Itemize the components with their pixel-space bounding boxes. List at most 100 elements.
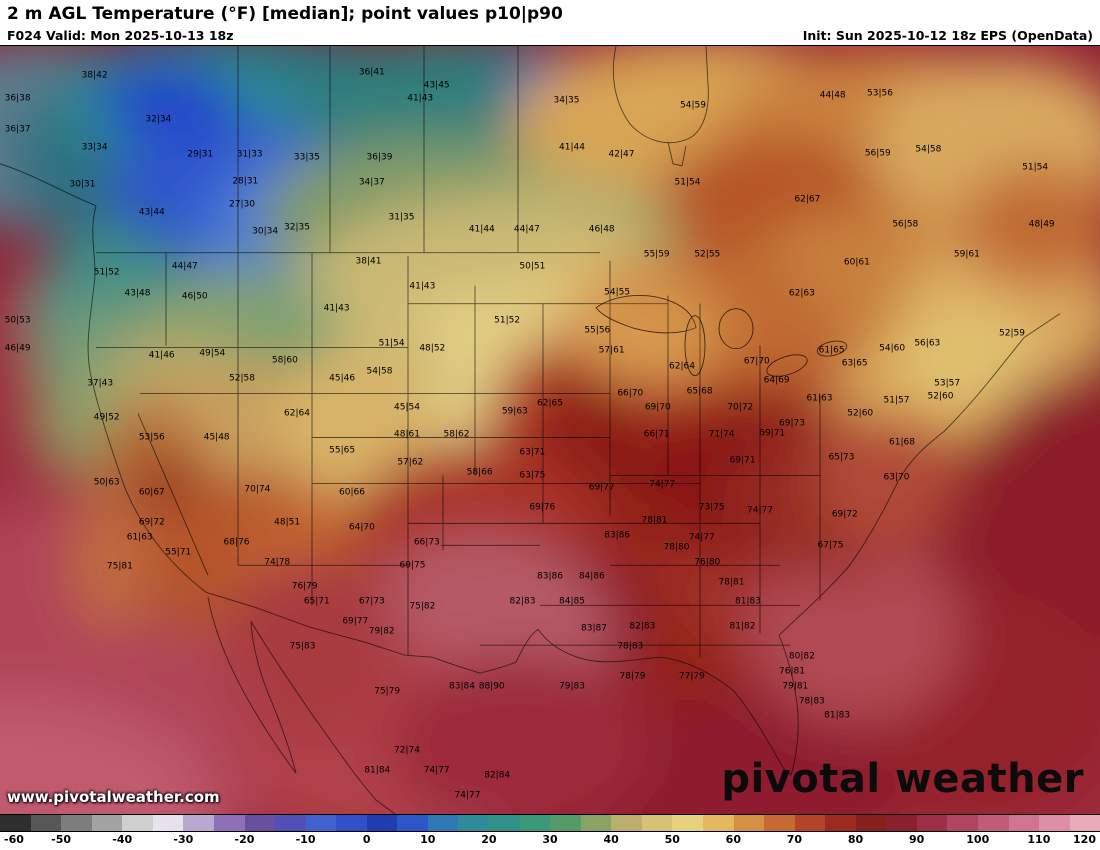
point-value-label: 43|44	[138, 207, 165, 218]
point-value-label: 58|62	[443, 429, 470, 440]
point-value-label: 52|60	[927, 391, 954, 402]
point-value-label: 78|79	[619, 671, 646, 682]
point-value-label: 78|81	[641, 515, 668, 526]
point-value-label: 54|58	[366, 366, 393, 377]
point-values-layer: 36|38 38|42 36|37 32|34 41|43 36|41 43|45 34|35…	[0, 46, 1100, 814]
point-value-label: 61|65	[818, 345, 845, 356]
colorbar-tick-label: 90	[909, 833, 925, 846]
point-value-label: 36|41	[358, 67, 385, 78]
point-value-label: 57|62	[397, 457, 424, 468]
point-value-label: 50|63	[93, 477, 120, 488]
point-value-label: 70|72	[727, 402, 754, 413]
point-value-label: 41|44	[559, 142, 585, 153]
point-value-label: 36|37	[4, 124, 31, 135]
colorbar-tick-label: 70	[786, 833, 803, 846]
point-value-label: 38|41	[355, 256, 382, 267]
colorbar-tick-label: 10	[420, 833, 436, 846]
point-value-label: 79|82	[368, 626, 395, 637]
colorbar-segment	[275, 815, 306, 831]
colorbar-segment	[122, 815, 153, 831]
point-value-label: 62|64	[284, 408, 310, 419]
site-logo: pivotal weather	[721, 756, 1084, 802]
colorbar-segment	[978, 815, 1009, 831]
point-value-label: 64|69	[763, 375, 790, 386]
point-value-label: 37|43	[87, 378, 114, 389]
point-value-label: 62|67	[794, 194, 821, 205]
colorbar-segment	[1069, 815, 1100, 831]
point-value-label: 27|30	[229, 199, 255, 210]
colorbar-segment	[183, 815, 214, 831]
colorbar-segment	[91, 815, 123, 831]
point-value-label: 43|48	[124, 288, 151, 299]
point-value-label: 56|58	[892, 219, 919, 230]
colorbar-segment	[397, 815, 428, 831]
colorbar-segment	[305, 815, 337, 831]
point-value-label: 74|78	[264, 557, 291, 568]
point-value-label: 41|43	[407, 93, 434, 104]
point-value-label: 41|43	[323, 303, 350, 314]
point-value-label: 60|67	[138, 487, 165, 498]
point-value-label: 74|77	[454, 790, 481, 801]
map-title: 2 m AGL Temperature (°F) [median]; point…	[0, 0, 1100, 28]
point-value-label: 74|77	[688, 532, 715, 543]
point-value-label: 82|84	[484, 770, 511, 781]
point-value-label: 42|47	[608, 149, 635, 160]
point-value-label: 41|43	[409, 281, 436, 292]
point-value-label: 48|49	[1028, 219, 1055, 230]
point-value-label: 69|75	[399, 560, 426, 571]
point-value-label: 76|80	[694, 557, 721, 568]
point-value-label: 41|44	[468, 224, 495, 235]
colorbar-segment	[764, 815, 795, 831]
point-value-label: 82|83	[629, 621, 656, 632]
point-value-label: 67|75	[817, 540, 844, 551]
point-value-label: 44|47	[171, 261, 198, 272]
point-value-label: 78|81	[718, 577, 745, 588]
point-value-label: 62|63	[788, 288, 815, 299]
point-value-label: 71|74	[708, 429, 735, 440]
colorbar-tick-label: 80	[847, 833, 864, 846]
colorbar-gradient	[0, 815, 1100, 832]
point-value-label: 55|71	[165, 547, 192, 558]
point-value-label: 46|49	[4, 343, 31, 354]
point-value-label: 36|38	[4, 93, 31, 104]
point-value-label: 52|60	[847, 408, 874, 419]
colorbar-tick-label: 50	[664, 833, 680, 846]
colorbar-segment	[244, 815, 276, 831]
point-value-label: 81|83	[824, 710, 851, 721]
point-value-label: 46|48	[588, 224, 615, 235]
point-value-label: 84|85	[559, 596, 585, 607]
point-value-label: 48|51	[274, 517, 301, 528]
colorbar-segment	[61, 815, 92, 831]
colorbar-segment	[1039, 815, 1070, 831]
point-value-label: 63|75	[519, 470, 546, 481]
point-value-label: 57|61	[598, 345, 625, 356]
point-value-label: 61|68	[889, 437, 915, 448]
point-value-label: 63|71	[519, 447, 546, 458]
colorbar-segment	[336, 815, 367, 831]
point-value-label: 50|51	[519, 261, 546, 272]
point-value-label: 69|73	[779, 418, 805, 429]
point-value-label: 31|33	[236, 149, 263, 160]
point-value-label: 55|56	[584, 325, 611, 336]
point-value-label: 50|53	[4, 315, 31, 326]
point-value-label: 69|72	[831, 509, 858, 520]
point-value-label: 65|73	[828, 452, 855, 463]
point-value-label: 61|63	[126, 532, 153, 543]
point-value-label: 56|63	[914, 338, 941, 349]
point-value-label: 75|81	[106, 561, 133, 572]
point-value-label: 73|75	[698, 502, 725, 513]
point-value-label: 28|31	[232, 176, 259, 187]
colorbar-segment	[519, 815, 551, 831]
colorbar-tick-label: 30	[542, 833, 558, 846]
point-value-label: 76|81	[779, 666, 805, 677]
point-value-label: 69|71	[759, 428, 786, 439]
colorbar-tick-label: 60	[725, 833, 741, 846]
colorbar-segment	[489, 815, 520, 831]
point-value-label: 78|83	[617, 641, 644, 652]
point-value-label: 69|77	[342, 616, 369, 627]
point-value-label: 30|34	[252, 226, 279, 237]
colorbar-segment	[427, 815, 459, 831]
point-value-label: 77|79	[678, 671, 705, 682]
point-value-label: 63|65	[841, 358, 868, 369]
